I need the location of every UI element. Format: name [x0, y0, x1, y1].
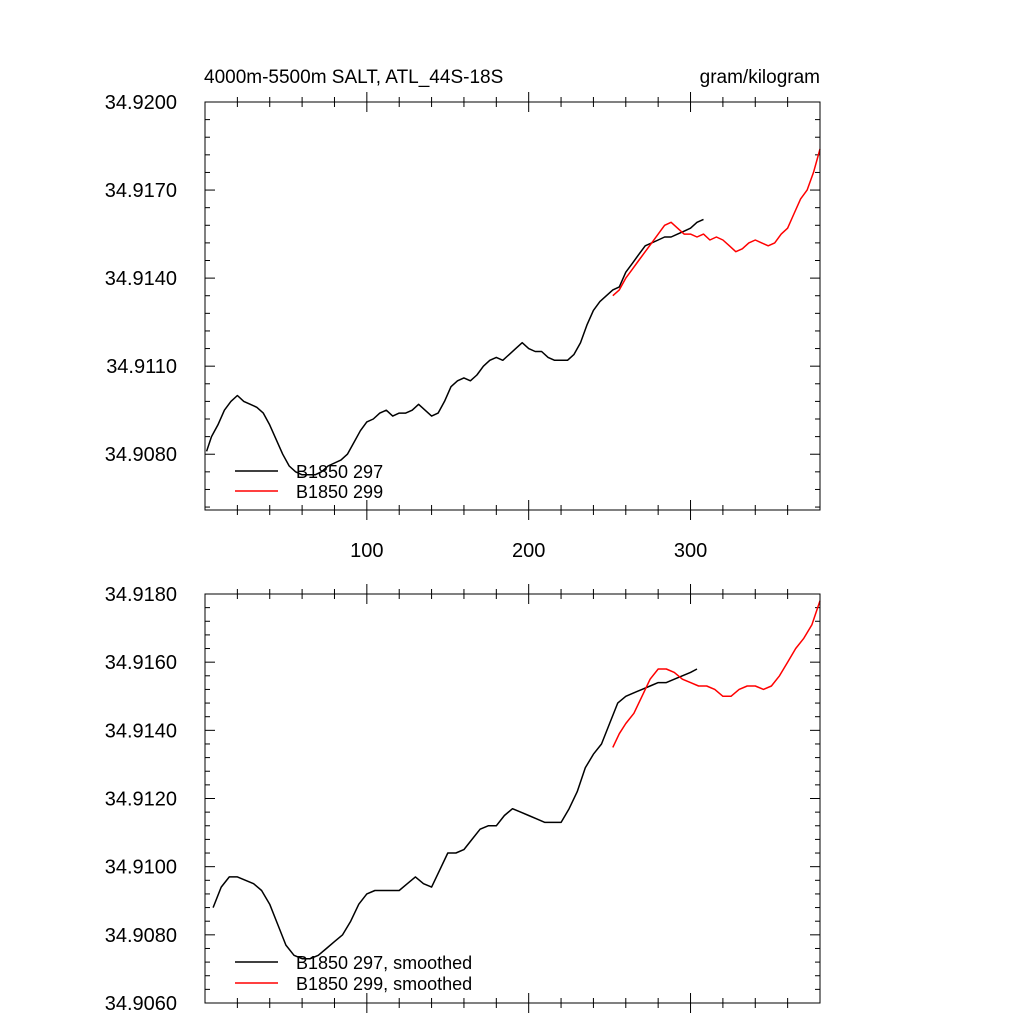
bottom-y-tick-label: 34.9160 [105, 652, 177, 674]
bottom-legend: B1850 297, smoothed B1850 299, smoothed [235, 953, 472, 994]
top-y-tick-label: 34.9140 [105, 268, 177, 290]
top-chart-title: 4000m-5500m SALT, ATL_44S-18S [204, 67, 503, 88]
top-y-tick-label: 34.9170 [105, 180, 177, 202]
legend-label-b1850-299-smoothed: B1850 299, smoothed [296, 974, 472, 994]
bottom-y-tick-label: 34.9100 [105, 857, 177, 879]
top-y-tick-label: 34.9200 [105, 92, 177, 114]
top-x-tick-label: 100 [350, 540, 383, 562]
top-y-tick-label: 34.9080 [105, 444, 177, 466]
top-series-group [205, 148, 821, 476]
bottom-series-group [212, 600, 821, 960]
bottom-plot-frame [204, 593, 821, 1004]
top-panel: 4000m-5500m SALT, ATL_44S-18S gram/kilog… [105, 67, 821, 562]
legend-label-b1850-297-smoothed: B1850 297, smoothed [296, 953, 472, 973]
bottom-panel: 34.9060 34.9080 34.9100 34.9120 34.9140 34.91… [105, 584, 821, 1015]
series-line-b1850-299-smoothed [612, 600, 821, 748]
top-legend: B1850 297 B1850 299 [235, 462, 383, 502]
series-line-b1850-297-smoothed [212, 668, 698, 960]
bottom-y-tick-label: 34.9080 [105, 925, 177, 947]
top-y-tick-label: 34.9110 [106, 356, 177, 378]
top-x-tick-label: 300 [674, 540, 707, 562]
bottom-y-tick-label: 34.9120 [105, 789, 177, 811]
top-x-tick-label: 200 [512, 540, 545, 562]
top-chart-units: gram/kilogram [700, 67, 820, 88]
bottom-y-tick-label: 34.9140 [105, 720, 177, 742]
top-plot-frame [204, 101, 821, 511]
bottom-ticks: 34.9060 34.9080 34.9100 34.9120 34.9140 34.91… [105, 584, 820, 1015]
legend-label-b1850-297: B1850 297 [296, 462, 383, 482]
bottom-y-tick-label: 34.9060 [105, 993, 177, 1015]
bottom-y-tick-label: 34.9180 [105, 584, 177, 606]
series-line-b1850-297 [205, 218, 704, 476]
series-line-b1850-299 [612, 148, 821, 297]
legend-label-b1850-299: B1850 299 [296, 482, 383, 502]
